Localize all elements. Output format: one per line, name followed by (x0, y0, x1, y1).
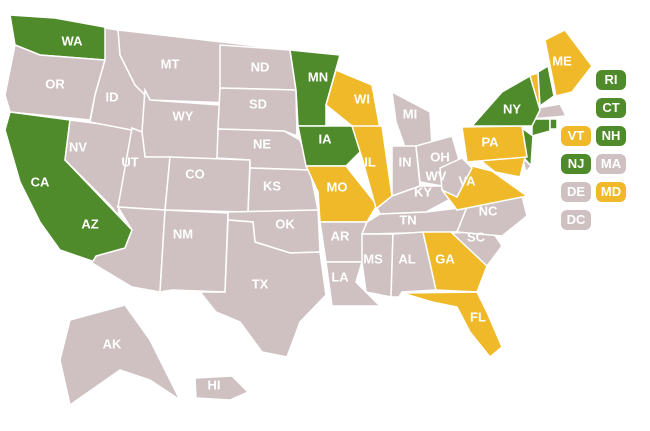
state-ga[interactable] (422, 231, 488, 293)
state-ri[interactable] (549, 118, 558, 130)
state-sd[interactable] (217, 87, 298, 138)
state-ny[interactable] (470, 74, 541, 127)
state-button-de[interactable]: DE (561, 182, 591, 202)
state-ms[interactable] (361, 233, 394, 298)
state-button-nj[interactable]: NJ (561, 154, 591, 174)
state-wv[interactable] (439, 157, 473, 198)
state-button-md[interactable]: MD (596, 182, 626, 202)
state-ct[interactable] (531, 118, 551, 137)
state-ia[interactable] (297, 125, 363, 167)
state-button-ct[interactable]: CT (596, 98, 626, 118)
state-button-vt[interactable]: VT (561, 126, 591, 146)
state-hi[interactable] (194, 375, 250, 401)
state-co[interactable] (164, 156, 251, 213)
state-button-dc[interactable]: DC (561, 210, 591, 230)
state-nm[interactable] (159, 209, 229, 293)
state-ar[interactable] (319, 221, 368, 263)
state-button-ri[interactable]: RI (596, 70, 626, 90)
state-tx[interactable] (198, 219, 327, 358)
state-mi[interactable] (391, 90, 433, 151)
state-me[interactable] (544, 29, 593, 97)
state-nd[interactable] (219, 44, 297, 91)
state-ak[interactable] (59, 304, 182, 407)
state-fl[interactable] (401, 291, 503, 359)
state-la[interactable] (325, 261, 382, 307)
state-pa[interactable] (461, 125, 528, 163)
state-button-ma[interactable]: MA (596, 154, 626, 174)
state-nh[interactable] (537, 64, 555, 108)
state-ks[interactable] (247, 167, 319, 213)
state-button-nh[interactable]: NH (596, 126, 626, 146)
